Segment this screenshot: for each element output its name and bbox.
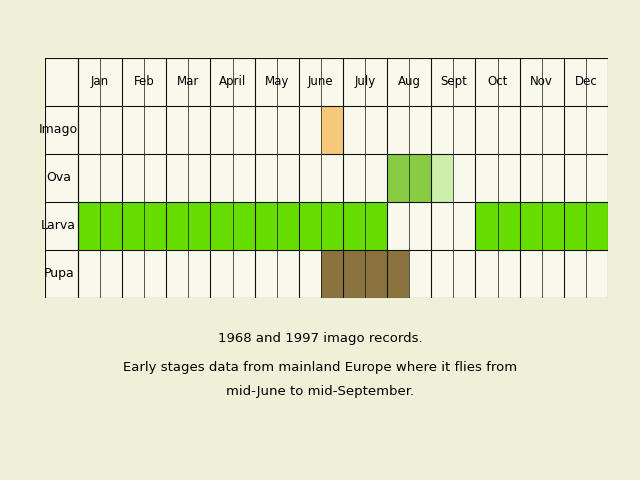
Bar [321,202,343,250]
Text: Jan: Jan [91,75,109,88]
Bar [497,202,520,250]
Text: April: April [219,75,246,88]
Bar [409,154,431,202]
Text: June: June [308,75,333,88]
Bar [387,154,409,202]
Bar [564,202,586,250]
Bar [343,250,365,298]
Bar [520,202,541,250]
Text: 1968 and 1997 imago records.: 1968 and 1997 imago records. [218,332,422,345]
Bar [365,202,387,250]
Text: Feb: Feb [134,75,155,88]
Text: Oct: Oct [488,75,508,88]
Text: Early stages data from mainland Europe where it flies from: Early stages data from mainland Europe w… [123,360,517,374]
Bar [100,202,122,250]
Bar [321,106,343,154]
Text: Sept: Sept [440,75,467,88]
Text: Nov: Nov [531,75,553,88]
Bar [166,202,188,250]
Text: Aug: Aug [397,75,420,88]
Text: Mar: Mar [177,75,200,88]
Text: Ova: Ova [46,171,71,184]
Bar [211,202,232,250]
Text: Larva: Larva [41,219,76,232]
Bar [78,202,100,250]
Bar [365,250,387,298]
Bar [299,202,321,250]
Text: Pupa: Pupa [44,267,74,280]
Bar [232,202,255,250]
Text: Imago: Imago [39,123,78,136]
Bar [321,250,343,298]
Bar [343,202,365,250]
Text: Dec: Dec [575,75,597,88]
Bar [387,250,409,298]
Bar [255,202,276,250]
Text: mid-June to mid-September.: mid-June to mid-September. [226,384,414,398]
Bar [431,154,453,202]
Bar [276,202,299,250]
Text: July: July [355,75,376,88]
Bar [122,202,144,250]
Bar [476,202,497,250]
Bar [188,202,211,250]
Bar [541,202,564,250]
Bar [586,202,608,250]
Bar [144,202,166,250]
Text: May: May [264,75,289,88]
